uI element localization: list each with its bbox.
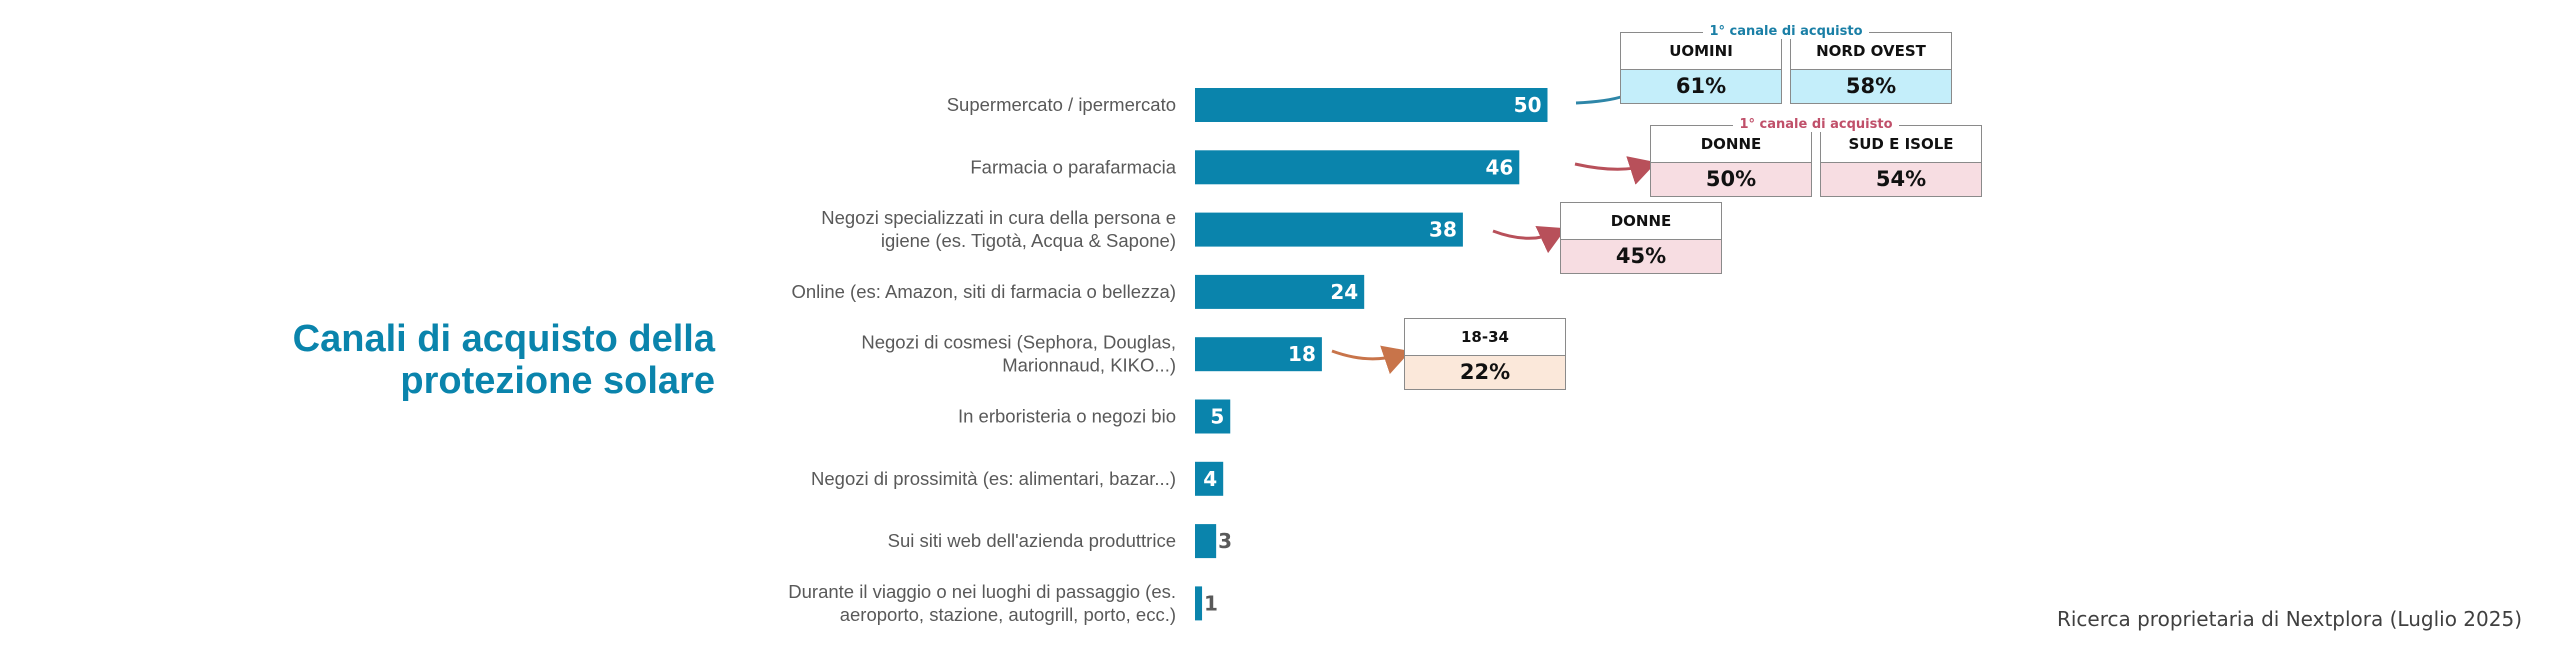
callout-box-3-0: 18-34 22% (1404, 318, 1566, 390)
callout-box-0-0: UOMINI 61% (1620, 32, 1782, 104)
bar-3 (1195, 274, 1365, 309)
bar-7 (1195, 524, 1217, 559)
category-label-5: In erboristeria o negozi bio (958, 406, 1176, 427)
callout-segment-label: DONNE (1651, 126, 1811, 163)
category-label-2: Negozi specializzati in cura della perso… (821, 207, 1176, 251)
callout-box-1-1: SUD E ISOLE 54% (1820, 125, 1982, 197)
callout-segment-label: UOMINI (1621, 33, 1781, 70)
page-title: Canali di acquisto della protezione sola… (292, 318, 715, 402)
bar-value-label-2: 38 (1429, 218, 1457, 242)
bar-value-label-5: 5 (1210, 405, 1224, 429)
bar-value-label-3: 24 (1330, 280, 1358, 304)
callout-segment-value: 58% (1791, 70, 1951, 103)
bar-value-label-6: 4 (1203, 467, 1217, 491)
callout-2: DONNE 45% (1560, 202, 1722, 274)
callout-box-0-1: NORD OVEST 58% (1790, 32, 1952, 104)
callout-segment-label: 18-34 (1405, 319, 1565, 356)
bar-value-label-0: 50 (1514, 93, 1542, 117)
category-label-7: Sui siti web dell'azienda produttrice (888, 530, 1176, 551)
category-label-6: Negozi di prossimità (es: alimentari, ba… (811, 468, 1176, 489)
callout-box-2-0: DONNE 45% (1560, 202, 1722, 274)
category-label-4: Negozi di cosmesi (Sephora, Douglas, Mari… (861, 332, 1176, 376)
bar-value-label-1: 46 (1485, 155, 1513, 179)
bar-0 (1195, 88, 1548, 122)
callout-segment-label: DONNE (1561, 203, 1721, 240)
category-label-8: Durante il viaggio o nei luoghi di passa… (788, 581, 1176, 625)
bar-5 (1195, 399, 1231, 434)
callout-arrow-1 (1574, 156, 1657, 185)
callout-segment-value: 50% (1651, 163, 1811, 196)
callout-header-0: 1° canale di acquisto (1620, 24, 1952, 40)
bar-value-label-8: 1 (1204, 591, 1218, 615)
category-label-3: Online (es: Amazon, siti di farmacia o b… (791, 281, 1176, 302)
bar-2 (1195, 212, 1463, 247)
category-label-0: Supermercato / ipermercato (947, 94, 1176, 115)
bar-8 (1195, 586, 1203, 621)
callout-box-1-0: DONNE 50% (1650, 125, 1812, 197)
bar-1 (1195, 150, 1520, 185)
callout-segment-value: 45% (1561, 240, 1721, 273)
bar-value-label-4: 18 (1288, 342, 1316, 366)
callout-segment-value: 54% (1821, 163, 1981, 196)
callout-segment-value: 22% (1405, 356, 1565, 389)
category-label-1: Farmacia o parafarmacia (970, 156, 1176, 177)
callout-segment-value: 61% (1621, 70, 1781, 103)
callout-segment-label: SUD E ISOLE (1821, 126, 1981, 163)
callout-1: DONNE 50% SUD E ISOLE 54% 1° canale di acqui… (1650, 117, 1982, 197)
bar-value-label-7: 3 (1218, 529, 1232, 553)
callout-arrow-2 (1492, 225, 1567, 254)
callout-3: 18-34 22% (1404, 318, 1566, 390)
callout-0: UOMINI 61% NORD OVEST 58% 1° canale di acqui… (1620, 24, 1952, 104)
callout-header-1: 1° canale di acquisto (1650, 117, 1982, 133)
callout-arrow-3 (1331, 345, 1411, 375)
bar-4 (1195, 337, 1322, 372)
callout-segment-label: NORD OVEST (1791, 33, 1951, 70)
source-note: Ricerca proprietaria di Nextplora (Lugli… (2056, 607, 2522, 631)
bar-6 (1195, 461, 1224, 496)
